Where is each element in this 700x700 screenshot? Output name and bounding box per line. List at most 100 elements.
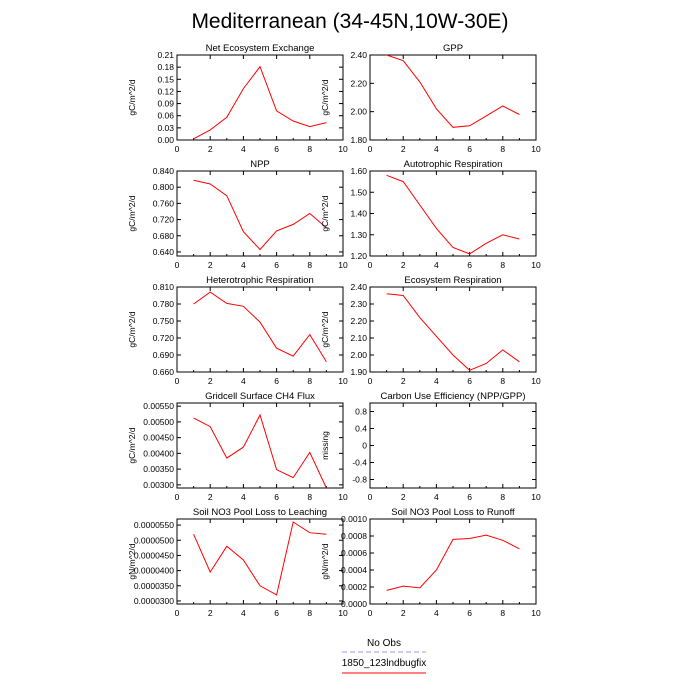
chart-npp-ytick-label: 0.680 [153, 231, 175, 241]
chart-soil-no3-pool-loss-to-runoff-title: Soil NO3 Pool Loss to Runoff [391, 507, 515, 518]
chart-soil-no3-pool-loss-to-leaching-xtick-label: 2 [208, 608, 213, 618]
chart-gridcell-surface-ch4-flux-xtick-label: 8 [307, 492, 312, 502]
chart-gridcell-surface-ch4-flux-ytick-label: 0.00300 [143, 480, 174, 490]
chart-soil-no3-pool-loss-to-runoff-xtick-label: 0 [368, 608, 373, 618]
chart-heterotrophic-respiration-frame [176, 286, 344, 373]
chart-soil-no3-pool-loss-to-leaching-xtick-label: 4 [241, 608, 246, 618]
chart-soil-no3-pool-loss-to-runoff-ytick-label: 0.0004 [341, 565, 367, 575]
panels-group: Net Ecosystem Exchange 0 2 4 6 8 10 0.00 0.03 0.0… [127, 43, 541, 618]
chart-soil-no3-pool-loss-to-leaching: Soil NO3 Pool Loss to Leaching 0 2 4 6 8 10 0.0… [127, 507, 348, 618]
chart-net-ecosystem-exchange-ytick-label: 0.12 [157, 86, 174, 96]
chart-gpp-xtick-label: 2 [401, 144, 406, 154]
chart-carbon-use-efficiency-npp-gpp-xtick-label: 10 [531, 492, 541, 502]
chart-autotrophic-respiration-ytick-label: 1.40 [350, 209, 367, 219]
chart-soil-no3-pool-loss-to-leaching-title: Soil NO3 Pool Loss to Leaching [193, 507, 327, 518]
chart-soil-no3-pool-loss-to-runoff-series-line [386, 534, 520, 591]
chart-npp-series-line [193, 179, 327, 251]
chart-soil-no3-pool-loss-to-runoff-xtick-label: 4 [434, 608, 439, 618]
chart-heterotrophic-respiration-xtick-label: 8 [307, 376, 312, 386]
chart-npp-xtick-label: 8 [307, 260, 312, 270]
chart-net-ecosystem-exchange-ytick-label: 0.09 [157, 99, 174, 109]
chart-soil-no3-pool-loss-to-leaching-xtick-label: 0 [175, 608, 180, 618]
chart-soil-no3-pool-loss-to-leaching-xtick-label: 10 [338, 608, 348, 618]
chart-npp-ytick-label: 0.800 [153, 182, 175, 192]
chart-net-ecosystem-exchange-ylabel: gC/m^2/d [127, 79, 137, 115]
chart-gridcell-surface-ch4-flux-ytick-label: 0.00350 [143, 464, 174, 474]
chart-autotrophic-respiration-ytick-label: 1.60 [350, 166, 367, 176]
chart-net-ecosystem-exchange-ytick-label: 0.00 [157, 135, 174, 145]
chart-npp-frame [176, 170, 344, 257]
chart-gridcell-surface-ch4-flux-ytick-label: 0.00550 [143, 401, 174, 411]
chart-soil-no3-pool-loss-to-leaching-xtick-label: 6 [274, 608, 279, 618]
chart-soil-no3-pool-loss-to-leaching-ytick-label: 0.0000500 [134, 535, 174, 545]
chart-autotrophic-respiration-xtick-label: 2 [401, 260, 406, 270]
chart-soil-no3-pool-loss-to-runoff-ytick-label: 0.0010 [341, 514, 367, 524]
chart-soil-no3-pool-loss-to-leaching-ylabel: gN/m^2/d [127, 543, 137, 579]
chart-gridcell-surface-ch4-flux-xtick-label: 2 [208, 492, 213, 502]
figure-title: Mediterranean (34-45N,10W-30E) [191, 10, 508, 33]
chart-gpp-ytick-label: 2.00 [350, 107, 367, 117]
chart-gridcell-surface-ch4-flux: Gridcell Surface CH4 Flux 0 2 4 6 8 10 0.00300 0… [127, 391, 348, 502]
chart-soil-no3-pool-loss-to-runoff-ytick-label: 0.0008 [341, 531, 367, 541]
chart-gridcell-surface-ch4-flux-ytick-label: 0.00450 [143, 433, 174, 443]
chart-autotrophic-respiration-xtick-label: 10 [531, 260, 541, 270]
chart-soil-no3-pool-loss-to-runoff-ylabel: gN/m^2/d [320, 543, 330, 579]
chart-gpp-xtick-label: 8 [500, 144, 505, 154]
chart-soil-no3-pool-loss-to-leaching-ytick-label: 0.0000350 [134, 581, 174, 591]
chart-carbon-use-efficiency-npp-gpp: Carbon Use Efficiency (NPP/GPP) 0 2 4 6 8 10 -0… [320, 391, 541, 502]
chart-ecosystem-respiration-ytick-label: 2.20 [350, 316, 367, 326]
chart-autotrophic-respiration-ytick-label: 1.50 [350, 187, 367, 197]
chart-net-ecosystem-exchange-ytick-label: 0.21 [157, 50, 174, 60]
chart-autotrophic-respiration-ylabel: gC/m^2/d [320, 195, 330, 231]
chart-gpp-series-line [386, 54, 520, 128]
chart-npp-xtick-label: 4 [241, 260, 246, 270]
chart-carbon-use-efficiency-npp-gpp-xtick-label: 8 [500, 492, 505, 502]
chart-soil-no3-pool-loss-to-leaching-series-line [193, 521, 327, 596]
legend: No Obs 1850_123lndbugfix [342, 638, 426, 674]
chart-autotrophic-respiration-xtick-label: 8 [500, 260, 505, 270]
chart-autotrophic-respiration-xtick-label: 6 [467, 260, 472, 270]
chart-net-ecosystem-exchange-series-line [193, 65, 327, 140]
chart-heterotrophic-respiration-xtick-label: 2 [208, 376, 213, 386]
chart-autotrophic-respiration-frame [369, 170, 537, 257]
chart-gridcell-surface-ch4-flux-ylabel: gC/m^2/d [127, 427, 137, 463]
chart-net-ecosystem-exchange-xtick-label: 2 [208, 144, 213, 154]
chart-gridcell-surface-ch4-flux-ytick-label: 0.00400 [143, 448, 174, 458]
chart-heterotrophic-respiration-xtick-label: 6 [274, 376, 279, 386]
chart-net-ecosystem-exchange: Net Ecosystem Exchange 0 2 4 6 8 10 0.00 0.03 0.0… [127, 43, 348, 154]
chart-carbon-use-efficiency-npp-gpp-frame [369, 402, 537, 489]
chart-ecosystem-respiration-title: Ecosystem Respiration [404, 275, 501, 286]
chart-ecosystem-respiration-ytick-label: 2.10 [350, 333, 367, 343]
chart-heterotrophic-respiration-ytick-label: 0.660 [153, 367, 175, 377]
chart-net-ecosystem-exchange-xtick-label: 10 [338, 144, 348, 154]
chart-soil-no3-pool-loss-to-leaching-ytick-label: 0.0000300 [134, 596, 174, 606]
chart-gpp-title: GPP [443, 43, 463, 54]
chart-ecosystem-respiration-series-line [386, 293, 520, 371]
chart-npp-title: NPP [250, 159, 270, 170]
chart-carbon-use-efficiency-npp-gpp-ytick-label: 0.8 [355, 407, 367, 417]
chart-carbon-use-efficiency-npp-gpp-ytick-label: 0 [362, 441, 367, 451]
chart-ecosystem-respiration-frame [369, 286, 537, 373]
chart-ecosystem-respiration-ytick-label: 2.40 [350, 282, 367, 292]
chart-npp-xtick-label: 6 [274, 260, 279, 270]
chart-autotrophic-respiration-xtick-label: 4 [434, 260, 439, 270]
chart-ecosystem-respiration-xtick-label: 0 [368, 376, 373, 386]
chart-carbon-use-efficiency-npp-gpp-title: Carbon Use Efficiency (NPP/GPP) [380, 391, 525, 402]
chart-heterotrophic-respiration-series-line [193, 291, 327, 363]
chart-gridcell-surface-ch4-flux-xtick-label: 10 [338, 492, 348, 502]
chart-net-ecosystem-exchange-ytick-label: 0.15 [157, 74, 174, 84]
chart-carbon-use-efficiency-npp-gpp-ytick-label: 0.4 [355, 424, 367, 434]
chart-gridcell-surface-ch4-flux-series-line [193, 413, 327, 489]
chart-autotrophic-respiration-title: Autotrophic Respiration [404, 159, 503, 170]
chart-carbon-use-efficiency-npp-gpp-ytick-label: -0.4 [352, 458, 367, 468]
chart-gpp-xtick-label: 4 [434, 144, 439, 154]
chart-heterotrophic-respiration-ytick-label: 0.720 [153, 333, 175, 343]
chart-npp-ytick-label: 0.720 [153, 215, 175, 225]
chart-carbon-use-efficiency-npp-gpp-xtick-label: 6 [467, 492, 472, 502]
chart-npp-ytick-label: 0.760 [153, 198, 175, 208]
chart-npp-ytick-label: 0.840 [153, 166, 175, 176]
